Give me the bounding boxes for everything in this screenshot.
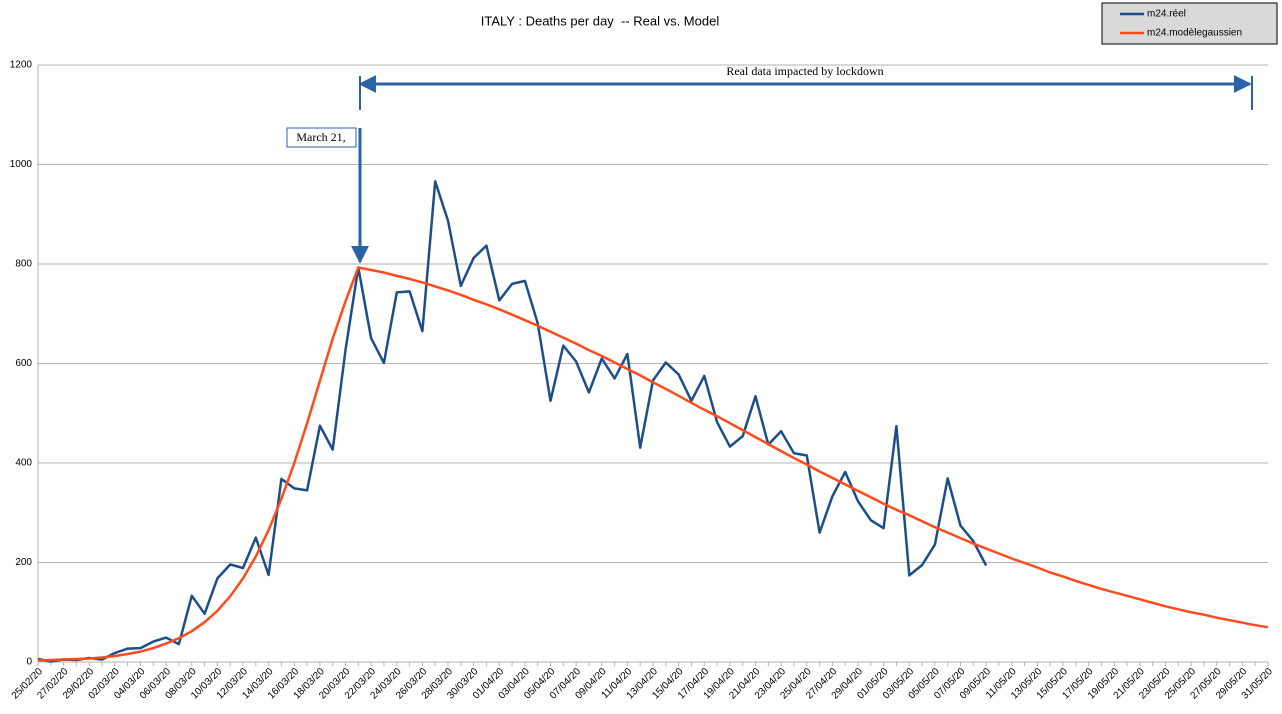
y-tick-label: 600 [15, 358, 32, 369]
legend-label: m24.réel [1147, 9, 1186, 20]
chart-title: ITALY : Deaths per day -- Real vs. Model [481, 13, 720, 28]
y-tick-label: 1200 [10, 60, 33, 71]
plot-area: 02004006008001000120025/02/2027/02/2029/… [10, 60, 1276, 702]
series-line [37, 266, 1269, 662]
series-line [37, 180, 988, 663]
y-tick-label: 400 [15, 458, 32, 469]
annotation: March 21, [296, 130, 345, 144]
y-tick-label: 1000 [10, 159, 33, 170]
annotation: Real data impacted by lockdown [726, 64, 883, 78]
legend-box [1101, 2, 1278, 45]
y-tick-label: 200 [15, 557, 32, 568]
y-tick-label: 800 [15, 259, 32, 270]
annotation-box [286, 127, 357, 148]
legend: m24.réel m24.modèlegaussien [1101, 2, 1278, 45]
y-tick-label: 0 [26, 657, 32, 668]
legend-label: m24.modèlegaussien [1147, 28, 1242, 39]
